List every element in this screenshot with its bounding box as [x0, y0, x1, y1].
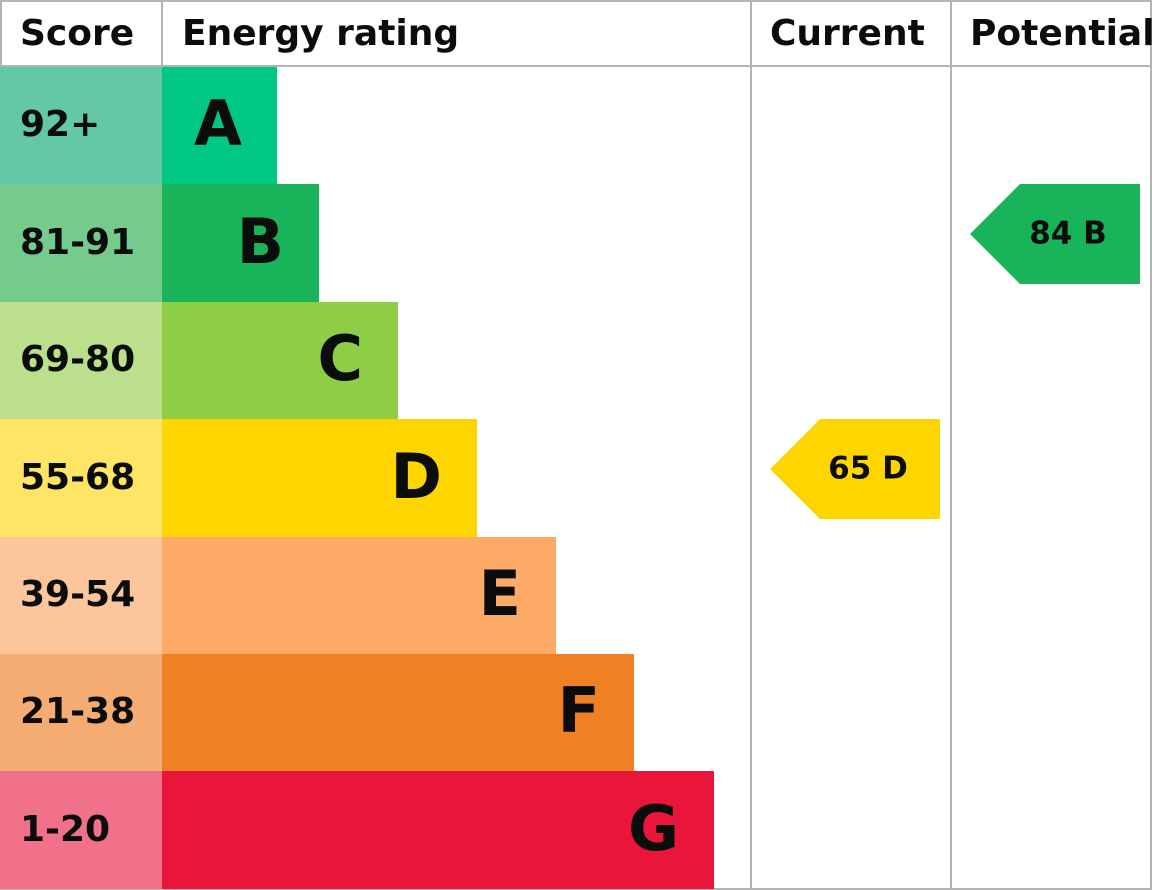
score-label: 39-54 [20, 574, 135, 615]
score-label: 21-38 [20, 691, 135, 732]
rating-letter: D [391, 440, 442, 513]
score-cell [0, 67, 162, 184]
rating-bar [162, 537, 556, 654]
score-cell [0, 419, 162, 537]
header-score: Score [20, 13, 134, 54]
score-label: 69-80 [20, 339, 135, 380]
rating-bar [162, 654, 634, 771]
rating-bar [162, 67, 277, 184]
row-f: 21-38 F [0, 654, 634, 771]
score-cell [0, 302, 162, 419]
score-cell [0, 654, 162, 771]
rating-bar [162, 184, 319, 302]
rating-letter: A [194, 87, 242, 160]
score-label: 55-68 [20, 457, 135, 498]
rating-bar [162, 302, 398, 419]
header-current: Current [770, 13, 925, 54]
rating-letter: C [317, 322, 363, 395]
row-a: 92+ A [0, 67, 277, 184]
header-potential: Potential [970, 13, 1152, 54]
header-energy-rating: Energy rating [182, 13, 459, 54]
row-c: 69-80 C [0, 302, 398, 419]
rating-bar [162, 771, 714, 889]
row-b: 81-91 B [0, 184, 319, 302]
score-cell [0, 771, 162, 889]
score-cell [0, 537, 162, 654]
rating-letter: B [237, 205, 284, 278]
rating-letter: E [479, 557, 521, 630]
row-d: 55-68 D [0, 419, 477, 537]
potential-arrow [970, 184, 1140, 284]
score-label: 1-20 [20, 809, 110, 850]
current-arrow [770, 419, 940, 519]
row-g: 1-20 G [0, 771, 714, 889]
current-label: 65 D [828, 451, 908, 487]
rating-letter: F [558, 674, 600, 747]
score-label: 81-91 [20, 222, 135, 263]
potential-label: 84 B [1029, 216, 1107, 252]
row-e: 39-54 E [0, 537, 556, 654]
rating-letter: G [628, 792, 679, 865]
rating-bar [162, 419, 477, 537]
score-cell [0, 184, 162, 302]
score-label: 92+ [20, 104, 100, 145]
